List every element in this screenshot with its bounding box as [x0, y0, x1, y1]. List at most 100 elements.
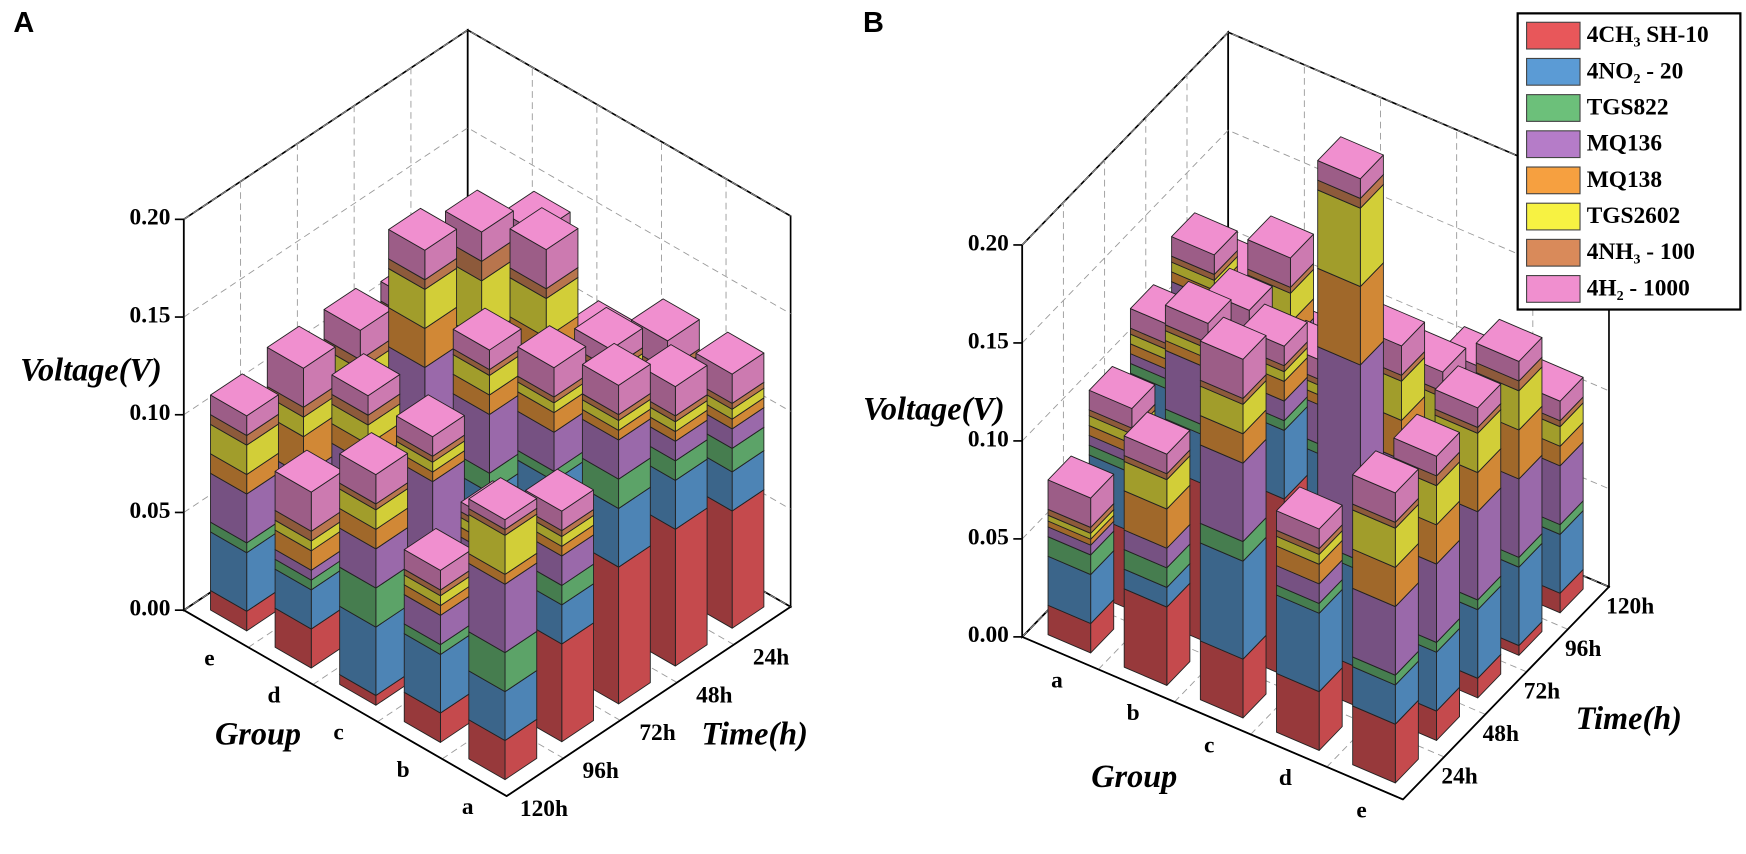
time-label: 120h [520, 796, 568, 822]
legend-label: TGS2602 [1587, 203, 1681, 229]
panel-label: A [13, 7, 34, 39]
group-axis [183, 609, 508, 797]
bar-face [1199, 542, 1244, 660]
group-axis-title: Group [215, 715, 301, 751]
bar-top [695, 331, 765, 375]
legend-swatch [1526, 21, 1581, 50]
bar-top [1247, 215, 1314, 259]
bar-top [1164, 280, 1232, 324]
legend-label: TGS822 [1587, 94, 1669, 120]
time-axis [1402, 586, 1610, 801]
group-label: a [1051, 667, 1063, 693]
legend-swatch [1526, 275, 1581, 303]
y-tick-label: 0.20 [130, 205, 171, 231]
bar-segment [210, 451, 279, 544]
bar-top [403, 527, 473, 571]
bar-top [1276, 486, 1343, 530]
bar-top [525, 468, 594, 512]
y-tick-label: 0.05 [130, 498, 171, 524]
time-label: 72h [1524, 678, 1560, 704]
bar-segment [1171, 212, 1238, 275]
bar-segment [388, 207, 458, 281]
bar-segment [1247, 215, 1314, 288]
bar-segment [1475, 318, 1543, 382]
legend-label: 4NH₃ - 100 [1587, 239, 1695, 265]
y-tick-label: 0.00 [130, 596, 171, 622]
legend-label: MQ136 [1587, 131, 1662, 157]
time-axis-title: Time(h) [702, 715, 808, 751]
bar-segment [1123, 411, 1191, 475]
bar-segment [1434, 365, 1502, 428]
bar-top [266, 325, 336, 369]
time-label: 72h [639, 720, 675, 746]
bar-top [638, 344, 708, 388]
grid-line [1021, 31, 1610, 246]
bar-top [630, 298, 700, 342]
bar-face [731, 489, 765, 629]
bar-top [1047, 455, 1115, 499]
bar-top [339, 432, 409, 476]
bar-segment [1047, 455, 1115, 528]
y-tick-label: 0.15 [130, 302, 171, 328]
chart-B: 0.00 0.05 0.10 0.15 0.20 a b c d e 24h48h72h96h120… [863, 7, 1742, 823]
group-axis [1021, 636, 1404, 801]
legend-swatch [1526, 57, 1581, 86]
y-tick-label: 0.20 [968, 230, 1009, 256]
group-label: d [267, 682, 280, 708]
panel-label: B [863, 7, 884, 39]
legend-swatch [1526, 202, 1581, 231]
legend-label: MQ138 [1587, 167, 1662, 193]
bar-segment [210, 373, 279, 436]
chart-A: 0.00 0.05 0.10 0.15 0.20 a b c d e 24h 48h 72h 96h 120… [13, 7, 807, 822]
bar-segment [1352, 450, 1419, 523]
bar-top [1475, 318, 1543, 362]
bar-segment [468, 477, 538, 530]
bar-top [468, 477, 538, 521]
y-tick-label: 0.15 [968, 328, 1009, 354]
time-axis-title: Time(h) [1576, 700, 1682, 736]
bar-segment [339, 432, 409, 505]
group-label: b [1127, 700, 1140, 726]
time-label: 24h [1441, 764, 1477, 790]
time-label: 24h [753, 645, 789, 671]
bar-top [1199, 316, 1267, 360]
bar-segment [266, 325, 336, 408]
bar-top [1171, 212, 1238, 256]
bar-top [274, 449, 344, 493]
y-axis-title: Voltage(V) [863, 390, 1005, 426]
y-tick-label: 0.05 [968, 524, 1009, 550]
bar-segment [1276, 649, 1343, 751]
bar-face [618, 545, 651, 705]
group-label: a [462, 794, 474, 820]
group-label: e [204, 645, 214, 671]
time-axis [506, 606, 792, 797]
legend-swatch [1526, 166, 1581, 195]
group-axis-title: Group [1091, 758, 1177, 794]
legend-swatch [1526, 94, 1581, 122]
group-label: e [1356, 797, 1366, 823]
legend: 4CH₃ SH-10 4NO₂ - 20 TGS822 MQ136 MQ138 TGS26… [1516, 12, 1742, 311]
bar-top [517, 325, 587, 369]
bar-segment [581, 342, 651, 416]
grid-line [1021, 129, 1610, 344]
y-axis-title: Voltage(V) [20, 351, 162, 387]
y-tick-label: 0.00 [968, 622, 1009, 648]
bar-segment [403, 527, 473, 591]
bar-segment [517, 325, 587, 398]
bar-segment [1276, 486, 1343, 550]
bar-top [396, 394, 465, 438]
bar-segment [396, 394, 465, 457]
y-tick-label: 0.10 [130, 400, 171, 426]
bar-top [323, 287, 393, 331]
bar-segment [1317, 136, 1384, 199]
bar-top [1317, 136, 1384, 180]
bar-segment [1088, 365, 1156, 429]
legend-label: 4H₂ - 1000 [1587, 275, 1690, 301]
bar-segment [1393, 413, 1460, 477]
bar-top [1088, 365, 1156, 409]
group-label: c [1204, 732, 1214, 758]
time-label: 48h [1483, 721, 1519, 747]
bar-face [674, 507, 708, 667]
bar-top [388, 207, 458, 251]
group-label: c [333, 720, 343, 746]
